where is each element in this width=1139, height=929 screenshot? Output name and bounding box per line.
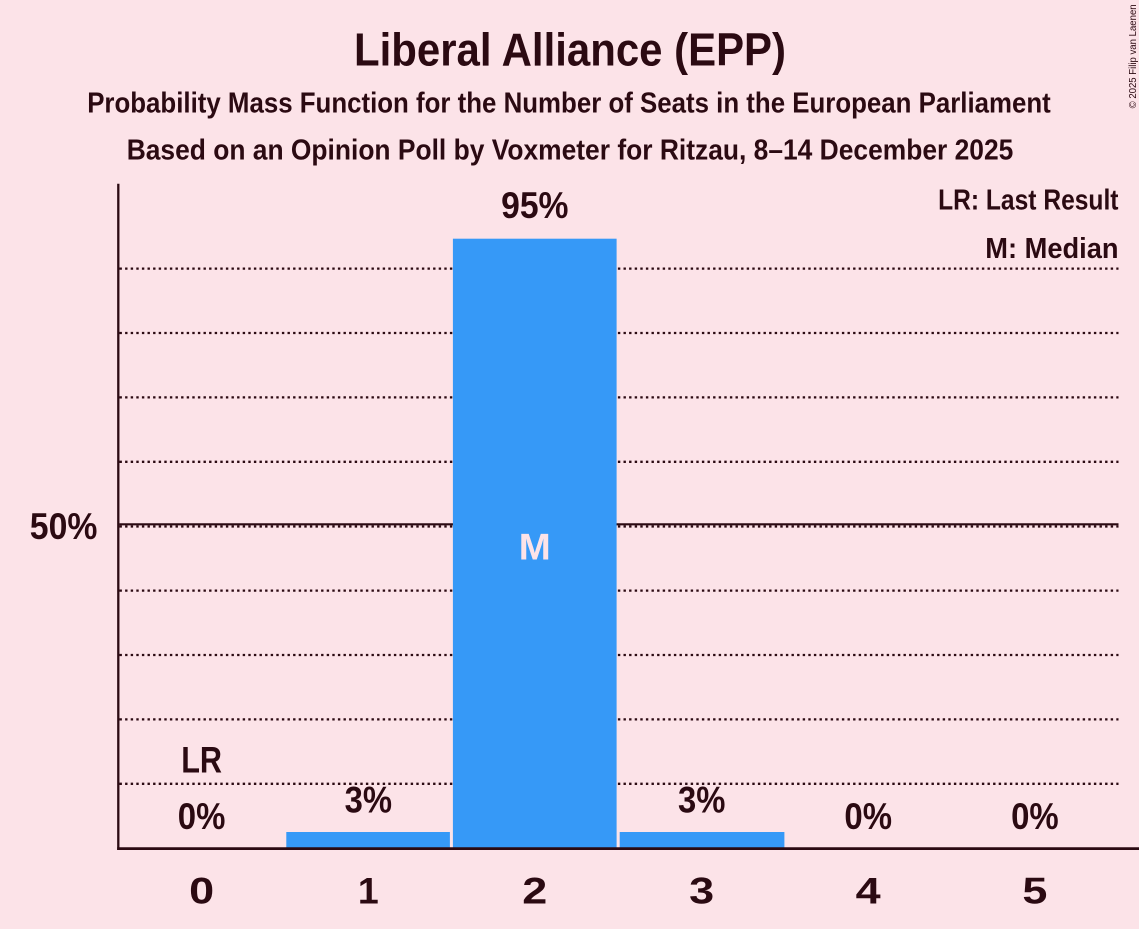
svg-text:© 2025 Filip van Laenen: © 2025 Filip van Laenen — [1127, 4, 1139, 108]
svg-text:95%: 95% — [501, 185, 568, 226]
svg-text:3%: 3% — [678, 779, 725, 820]
svg-text:Liberal Alliance (EPP): Liberal Alliance (EPP) — [354, 24, 786, 76]
svg-text:0%: 0% — [178, 796, 226, 837]
svg-text:0%: 0% — [1011, 796, 1059, 837]
svg-text:M: M — [519, 526, 551, 567]
svg-text:0: 0 — [189, 869, 214, 911]
svg-text:LR: LR — [181, 740, 222, 781]
svg-text:1: 1 — [358, 869, 379, 911]
svg-text:Based on an Opinion Poll by Vo: Based on an Opinion Poll by Voxmeter for… — [127, 134, 1014, 166]
svg-text:50%: 50% — [30, 506, 98, 547]
svg-text:2: 2 — [522, 869, 547, 911]
svg-text:M: Median: M: Median — [985, 233, 1118, 265]
svg-text:5: 5 — [1022, 869, 1047, 911]
svg-text:LR: Last Result: LR: Last Result — [938, 184, 1119, 216]
svg-text:0%: 0% — [844, 796, 892, 837]
svg-text:3%: 3% — [345, 779, 392, 820]
svg-text:4: 4 — [856, 869, 881, 911]
svg-text:Probability Mass Function for: Probability Mass Function for the Number… — [87, 88, 1051, 120]
svg-text:3: 3 — [689, 869, 714, 911]
